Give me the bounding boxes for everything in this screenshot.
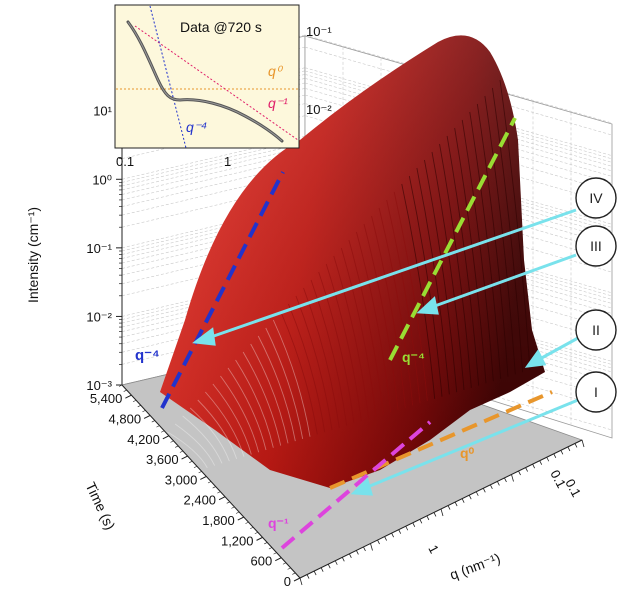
q-tick-0.1: 0.1 [547,467,569,490]
arrow-region-ii [524,336,579,368]
surface-profile-8 [220,375,260,453]
inset-q-4-line [149,5,187,149]
surface-profile-6 [204,391,245,457]
surface-profile-13 [257,335,296,442]
surface-profile-38 [446,135,480,386]
surface-profile-27 [363,223,399,411]
surface-profile-28 [371,215,406,408]
surface-profile-24 [340,247,377,417]
inset-title: Data @720 s [180,19,262,35]
arrow-region-iii [416,253,577,315]
region-marker-ii: II [575,309,617,351]
region-marker-iv: IV [575,177,617,219]
intensity-axis: 10⁻³ 10⁻² 10⁻¹ 10⁰ 10¹ Intensity (cm⁻¹) [25,77,123,393]
surface-profile-42 [476,103,509,377]
surface-profile-41 [469,111,502,379]
q-tick-0.1-dup: 0.1 [562,476,584,499]
z-tick-label-2: 10⁻¹ [86,241,112,256]
surface-profile-45 [499,79,531,371]
region-marker-i: I [575,371,617,413]
surface-profile-40 [461,119,494,382]
inset-x-tick-1: 1 [224,154,231,169]
surface-profile-22 [325,263,362,422]
slope-label-blue: q⁻⁴ [135,347,160,364]
q-tick-1: 1 [425,542,442,555]
inset-label-q0: q⁰ [268,63,284,79]
surface-profile-29 [378,207,414,406]
z-tick-label-3: 10⁰ [92,172,112,187]
t-tick-label-0: 0 [284,574,291,589]
arrow-region-iv [192,208,577,346]
inset-y-tick-1: 10⁻² [306,102,332,117]
surface-profile-21 [318,271,355,424]
slope-label-orange: q⁰ [460,445,475,461]
t-tick-label-4: 2,400 [184,493,217,508]
svg-text:I: I [594,384,598,400]
slope-line-magenta [280,420,432,550]
t-tick-label-2: 1,200 [221,533,254,548]
t-tick-label-5: 3,000 [165,472,198,487]
surface-profile-34 [416,167,450,395]
t-tick-label-8: 4,800 [109,411,142,426]
z-tick-label-4: 10¹ [93,104,112,119]
time-axis: 0 600 1,200 1,800 2,400 3,000 3,600 4,200 4,800 5… [83,384,301,589]
surface-profile-44 [491,87,524,373]
surface-profile-31 [393,191,428,402]
surface-profile-2 [174,423,216,466]
svg-text:II: II [592,322,600,338]
svg-text:IV: IV [589,190,603,206]
surface-profile-30 [386,199,421,404]
inset-x-tick-0.1: 0.1 [116,154,134,169]
inset-label-q-1: q⁻¹ [268,95,288,111]
svg-text:III: III [590,238,602,254]
surface-profile-5 [197,399,238,460]
surface-profile-7 [212,383,252,455]
t-tick-label-9: 5,400 [90,391,123,406]
slope-label-magenta: q⁻¹ [268,515,289,531]
surface-profile-25 [348,239,384,415]
surface-profile-9 [227,367,267,451]
inset-plot: Data @720 s q⁰ q⁻¹ q⁻⁴ 0.1 1 10⁻¹ 10⁻² [114,4,332,169]
surface-profile-3 [182,415,223,464]
inset-q-1-line [134,25,299,141]
surface-profile-32 [401,183,436,399]
q-axis-label: q (nm⁻¹) [448,550,503,583]
surface-profile-12 [250,343,289,444]
t-tick-label-6: 3,600 [146,452,179,467]
z-tick-label-0: 10⁻³ [86,378,112,393]
t-tick-label-3: 1,800 [202,513,235,528]
t-tick-label-1: 600 [251,554,273,569]
slope-line-green [388,117,517,361]
surface-profile-26 [356,231,392,413]
surface-profile-18 [295,295,333,431]
inset-label-q-4: q⁻⁴ [186,119,207,135]
surface-profile-14 [265,327,304,439]
surface-profile-39 [454,127,487,384]
slope-label-green: q⁻⁴ [402,349,425,365]
surface-profile-20 [310,279,348,426]
surface-profile-23 [333,255,370,419]
intensity-surface [159,35,545,488]
surface-profile-37 [439,143,472,388]
z-tick-label-1: 10⁻² [86,309,112,324]
inset-y-tick-0: 10⁻¹ [306,24,332,39]
surface-profile-1 [167,431,208,468]
surface-profile-4 [189,407,230,462]
time-axis-label: Time (s) [83,479,119,532]
region-marker-iii: III [575,225,617,267]
surface-profile-17 [288,303,326,433]
surface-profile-15 [272,319,311,437]
surface-profile-10 [235,359,274,448]
slope-line-orange [329,390,553,490]
surface-profile-11 [242,351,282,446]
t-tick-label-7: 4,200 [127,432,160,447]
slope-line-blue [160,171,285,409]
intensity-axis-label: Intensity (cm⁻¹) [25,207,41,303]
surface-profile-16 [280,311,318,435]
surface-profile-36 [431,151,465,391]
arrow-region-i [350,398,579,496]
surface-profile-35 [424,159,458,393]
